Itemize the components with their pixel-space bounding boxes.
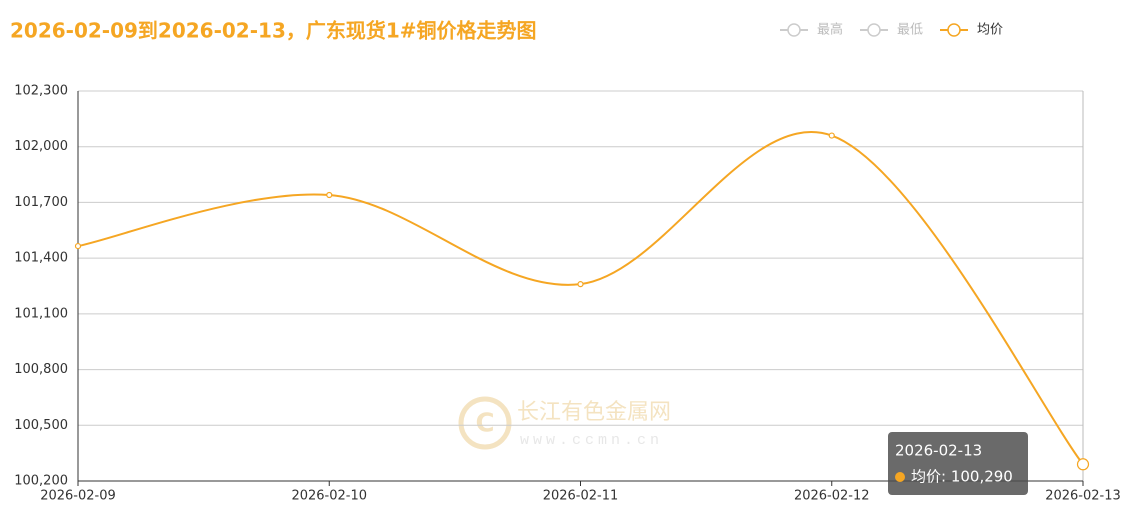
watermark: C 长江有色金属网 www.ccmn.cn (458, 396, 671, 450)
y-tick-label: 102,000 (14, 139, 68, 154)
tooltip-title: 2026-02-13 (895, 442, 982, 460)
legend-label[interactable]: 均价 (977, 23, 1003, 38)
point (74, 242, 82, 250)
legend-label[interactable]: 最低 (897, 23, 923, 38)
x-tick-label: 2026-02-10 (291, 489, 367, 504)
y-tick-label: 101,400 (14, 251, 68, 266)
y-tick-label: 102,300 (14, 84, 68, 99)
legend-label[interactable]: 最高 (817, 22, 843, 38)
tooltip: 2026-02-13 均价: 100,290 (888, 432, 1028, 495)
point (1076, 458, 1090, 471)
point (326, 191, 333, 199)
x-tick-label: 2026-02-11 (543, 489, 619, 504)
x-tick-label: 2026-02-13 (1045, 489, 1121, 504)
y-tick-label: 101,700 (14, 195, 68, 210)
line (77, 131, 1084, 465)
legend-marker (867, 23, 881, 37)
y-tick-label: 100,200 (14, 474, 68, 489)
x-tick-label: 2026-02-09 (40, 489, 116, 504)
watermark-logo-letter: C (475, 409, 494, 439)
y-tick-label: 101,100 (14, 306, 68, 321)
point (577, 281, 584, 288)
watermark-name: 长江有色金属网 (517, 400, 671, 425)
watermark-logo (458, 396, 512, 450)
legend-marker (787, 23, 801, 37)
legend-marker (947, 23, 961, 37)
x-tick-label: 2026-02-12 (794, 489, 870, 504)
y-tick-label: 100,500 (14, 418, 68, 433)
tooltip-text: 均价: 100,290 (911, 468, 1013, 486)
chart-title: 2026-02-09到2026-02-13，广东现货1#铜价格走势图 (10, 19, 537, 43)
point (828, 132, 835, 139)
tooltip-box (888, 432, 1028, 495)
y-tick-label: 100,800 (14, 362, 68, 377)
watermark-url: www.ccmn.cn (520, 432, 663, 449)
tooltip-marker (895, 472, 905, 482)
